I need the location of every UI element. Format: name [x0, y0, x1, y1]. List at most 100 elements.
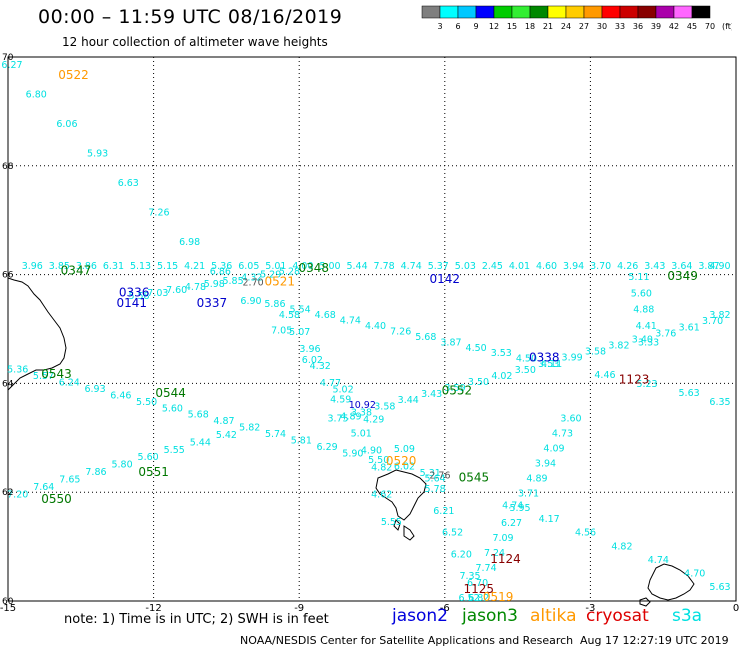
pass-time-label: 1125: [463, 582, 494, 596]
wave-height-value: 6.46: [110, 390, 131, 401]
wave-height-value: 5.11: [628, 272, 649, 283]
lat-tick-label: 66: [2, 271, 14, 281]
wave-height-value: 5.55: [164, 445, 185, 456]
wave-height-value: 4.74: [340, 316, 361, 327]
wave-height-value: 3.94: [563, 261, 584, 272]
colorbar-label: 36: [633, 22, 643, 31]
pass-time-label: 0347: [61, 264, 92, 278]
pass-time-label: 0550: [41, 492, 72, 506]
wave-height-value: 3.60: [560, 413, 581, 424]
wave-height-value: 5.13: [130, 261, 151, 272]
wave-height-value: 3.94: [535, 458, 556, 469]
wave-height-value: 6.70: [467, 578, 488, 589]
wave-height-value: 2.45: [482, 261, 503, 272]
wave-height-value: 4.90: [709, 261, 730, 272]
wave-height-value: 7.26: [390, 326, 411, 337]
wave-height-value: 3.50: [515, 365, 536, 376]
wave-height-value: 3.75: [327, 413, 348, 424]
wave-height-value: 5.31: [420, 468, 441, 479]
wave-height-value: 4.41: [636, 321, 657, 332]
wave-height-value: 3.82: [709, 310, 730, 321]
wave-height-value: 5.15: [157, 261, 178, 272]
wave-height-value: 5.01: [265, 261, 286, 272]
wave-height-value: 4.73: [552, 428, 573, 439]
wave-height-value: 5.28: [279, 267, 300, 278]
wave-height-value: 3.43: [421, 389, 442, 400]
colorbar-label: 30: [597, 22, 607, 31]
wave-height-value: 5.09: [394, 444, 415, 455]
wave-height-value: 7.74: [475, 563, 496, 574]
wave-height-value: 6.93: [84, 384, 105, 395]
wave-height-value: 3.38: [351, 407, 372, 418]
wave-height-value: 5.42: [216, 430, 237, 441]
wave-height-value: 7.09: [492, 533, 513, 544]
wave-height-value: 5.93: [87, 148, 108, 159]
wave-height-value: 6.02: [394, 461, 415, 472]
wave-height-value: 3.96: [22, 261, 43, 272]
legend-cryosat: cryosat: [586, 606, 649, 626]
colorbar-label: 21: [543, 22, 553, 31]
pass-time-label: 1124: [490, 552, 521, 566]
lon-tick-label: -3: [585, 603, 595, 614]
footnote: note: 1) Time is in UTC; 2) SWH is in fe…: [64, 612, 329, 627]
wave-height-value: 6.20: [451, 549, 472, 560]
wave-height-value: 3.33: [638, 337, 659, 348]
wave-height-value: 4.68: [315, 310, 336, 321]
pass-time-label: 1123: [619, 372, 650, 386]
pass-time-label: 0348: [298, 261, 329, 275]
axis-labels: -15 -12 -9 -6 -3 0 70 68 66 64 62 60: [0, 53, 739, 614]
colorbar-label: 3: [437, 22, 442, 31]
wave-height-value: 5.78: [425, 484, 446, 495]
wave-height-value: 5.58: [128, 291, 149, 302]
legend-s3a: s3a: [672, 606, 703, 626]
wave-height-value: 4.89: [526, 473, 547, 484]
lat-tick-label: 64: [2, 379, 14, 389]
lon-tick-label: -12: [145, 603, 161, 614]
wave-height-value: 6.90: [240, 296, 261, 307]
wave-height-value: 5.63: [709, 582, 730, 593]
wave-height-value: 3.82: [608, 341, 629, 352]
wave-height-value: 10.92: [349, 400, 376, 411]
wave-height-value: 4.00: [292, 261, 313, 272]
wave-height-value: 6.27: [1, 60, 22, 71]
wave-height-value: 5.68: [188, 410, 209, 421]
wave-height-value: 4.17: [539, 514, 560, 525]
wave-height-value: 6.98: [179, 237, 200, 248]
pass-time-label: 0545: [459, 470, 490, 484]
wave-height-value: 6.31: [103, 261, 124, 272]
pass-time-label: 0552: [442, 383, 473, 397]
wave-height-value: 5.60: [631, 288, 652, 299]
wave-height-value: 5.86: [264, 299, 285, 310]
wave-height-value: 6.05: [238, 261, 259, 272]
wave-height-value: 4.40: [365, 321, 386, 332]
pass-time-label: 0142: [430, 272, 461, 286]
wave-height-value: 3.71: [518, 488, 539, 499]
wave-height-value: 4.60: [536, 261, 557, 272]
wave-height-value: 5.81: [291, 436, 312, 447]
wave-height-value: 6.86: [210, 267, 231, 278]
pass-time-label: 0543: [41, 367, 72, 381]
wave-height-value: 6.24: [59, 377, 80, 388]
colorbar-label: 39: [651, 22, 661, 31]
pass-time-label: 0522: [58, 68, 89, 82]
wave-height-value: 7.35: [459, 571, 480, 582]
wave-height-value: 7.65: [59, 475, 80, 486]
lon-tick-label: -6: [440, 603, 450, 614]
wave-height-value: 5.60: [138, 452, 159, 463]
wave-height-value: 5.57: [33, 371, 54, 382]
wave-height-value: 3.99: [562, 353, 583, 364]
colorbar-swatch: [691, 5, 711, 19]
pass-time-label: 0336: [119, 285, 150, 299]
colorbar-label: 12: [489, 22, 499, 31]
wave-height-value: 4.09: [543, 443, 564, 454]
wave-height-value: 4.59: [330, 395, 351, 406]
wave-height-value: 5.95: [509, 503, 530, 514]
wave-height-value: 7.20: [7, 490, 28, 501]
page-title: 00:00 – 11:59 UTC 08/16/2019: [38, 6, 343, 28]
legend-altika: altika: [530, 606, 577, 626]
wave-height-value: 5.68: [415, 332, 436, 343]
wave-height-value: 5.55: [381, 517, 402, 528]
